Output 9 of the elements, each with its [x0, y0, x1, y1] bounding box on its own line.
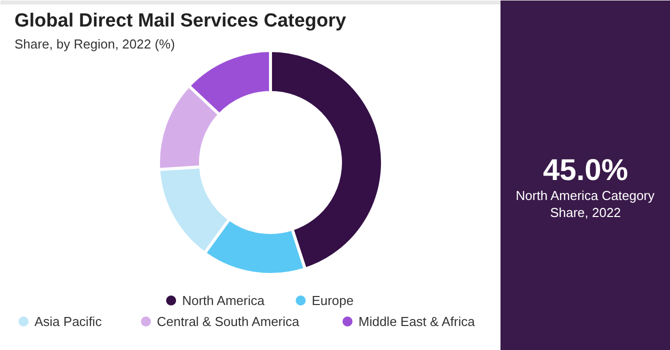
chart-title: Global Direct Mail Services Category [14, 10, 347, 32]
chart-subtitle: Share, by Region, 2022 (%) [14, 36, 175, 52]
legend-label: Middle East & Africa [358, 314, 476, 329]
text: North America Category Share, 2022 [516, 188, 655, 220]
text: 45.0% [542, 154, 628, 187]
legend-label: Europe [312, 293, 354, 308]
legend-label: Asia Pacific [34, 314, 102, 329]
legend-label: North America [182, 293, 266, 308]
legend-label: Central & South America [156, 314, 300, 329]
